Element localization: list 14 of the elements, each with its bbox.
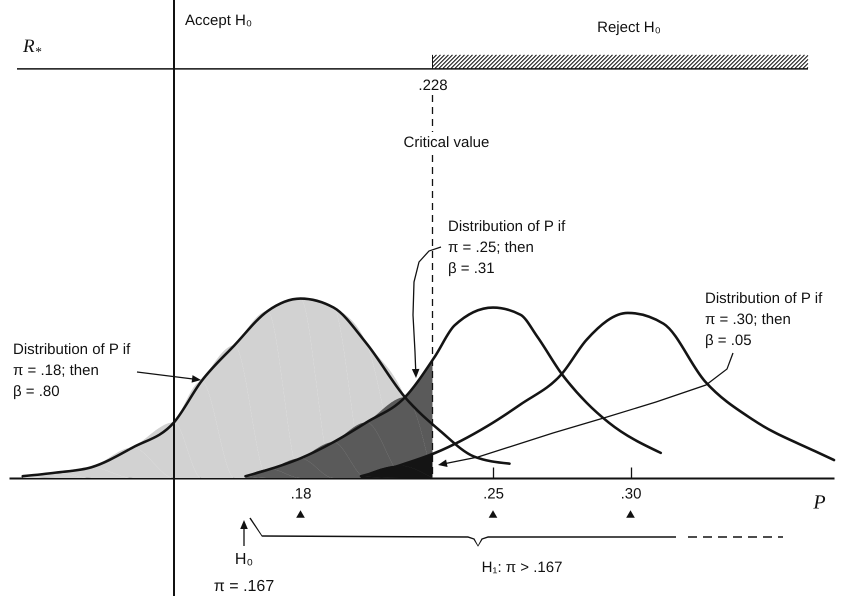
annotation: Distribution of P if π = .18; then β = .80 — [13, 341, 132, 400]
annotation: Distribution of P if π = .30; then β = .05 — [705, 290, 824, 349]
x-tick-label: .25 — [483, 486, 504, 502]
text: H₁: π > .167 — [482, 559, 562, 576]
text: Distribution of P if π = .25; then β = .31 — [448, 218, 566, 277]
text: .228 — [418, 77, 448, 94]
text: Reject H₀ — [597, 19, 661, 36]
x-tick-label: .18 — [290, 486, 312, 502]
ref-line-label: Critical value — [404, 134, 490, 151]
text: Accept H₀ — [185, 12, 252, 29]
x-axis-title: P — [812, 492, 826, 514]
text: H₀ π = .167 — [214, 551, 274, 595]
ref-line-label: R$_{*}$ — [22, 36, 42, 59]
x-tick-label: .30 — [620, 486, 642, 502]
